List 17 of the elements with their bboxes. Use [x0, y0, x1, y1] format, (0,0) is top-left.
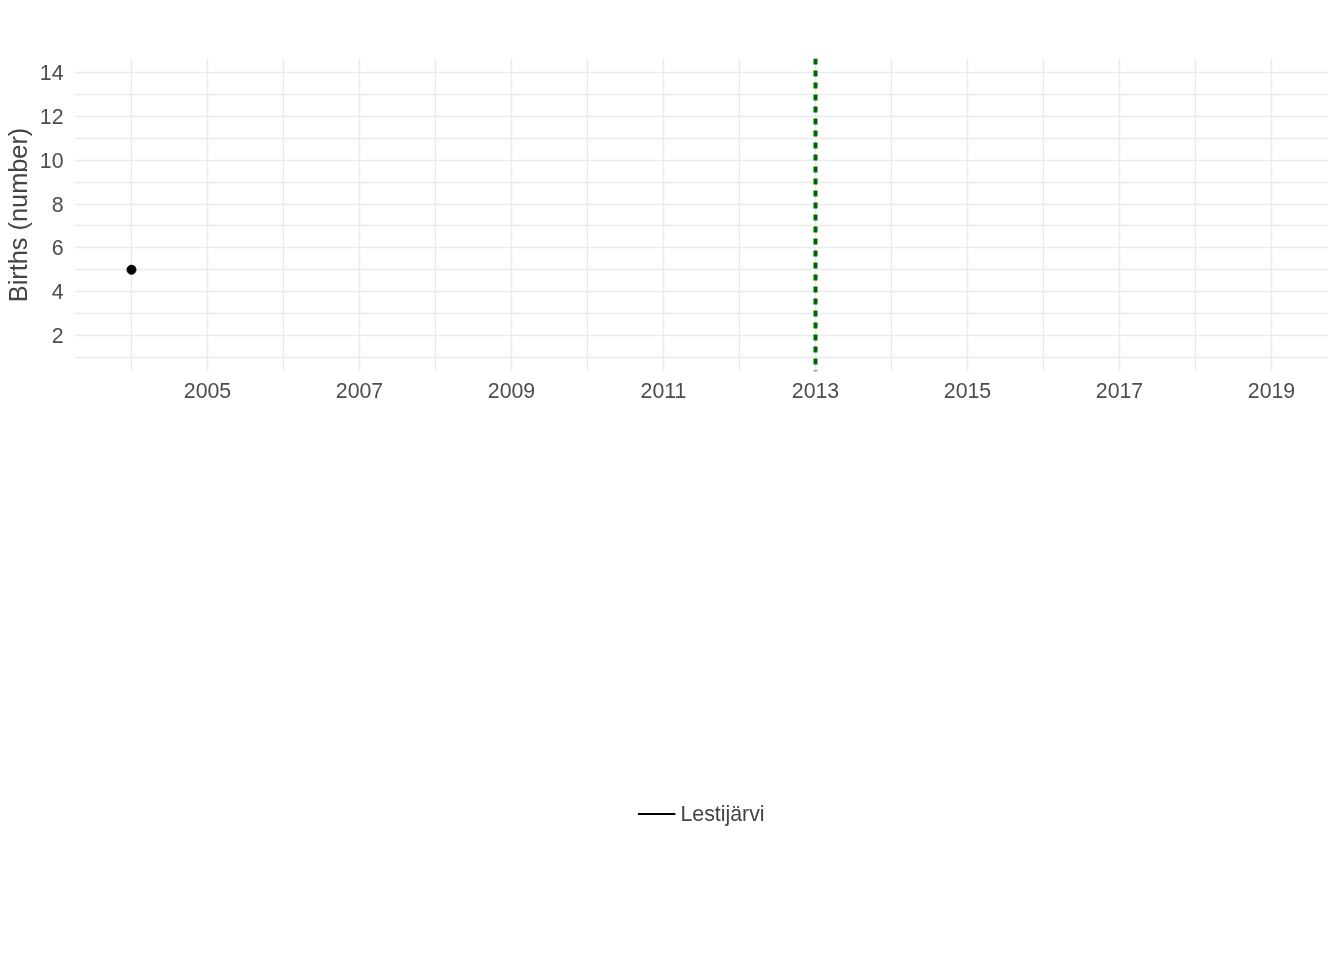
- x-tick-label: 2009: [487, 378, 536, 403]
- y-tick-label: 2: [51, 323, 64, 348]
- x-tick-label: 2013: [791, 378, 840, 403]
- y-tick-label: 6: [51, 236, 64, 261]
- x-tick-label: 2011: [640, 378, 687, 403]
- x-tick-label: 2019: [1247, 378, 1296, 403]
- x-tick-label: 2007: [335, 378, 384, 403]
- x-tick-label: 2017: [1095, 378, 1144, 403]
- y-tick-label: 4: [51, 280, 64, 305]
- y-tick-label: 14: [39, 61, 64, 86]
- y-tick-label: 8: [51, 192, 64, 217]
- y-tick-label: 12: [39, 105, 64, 129]
- y-tick-label: 10: [39, 148, 64, 173]
- x-tick-label: 2005: [183, 378, 232, 403]
- legend-label: Lestijärvi: [680, 801, 765, 827]
- x-tick-label: 2015: [943, 378, 992, 403]
- y-axis-title: Births (number): [3, 127, 32, 303]
